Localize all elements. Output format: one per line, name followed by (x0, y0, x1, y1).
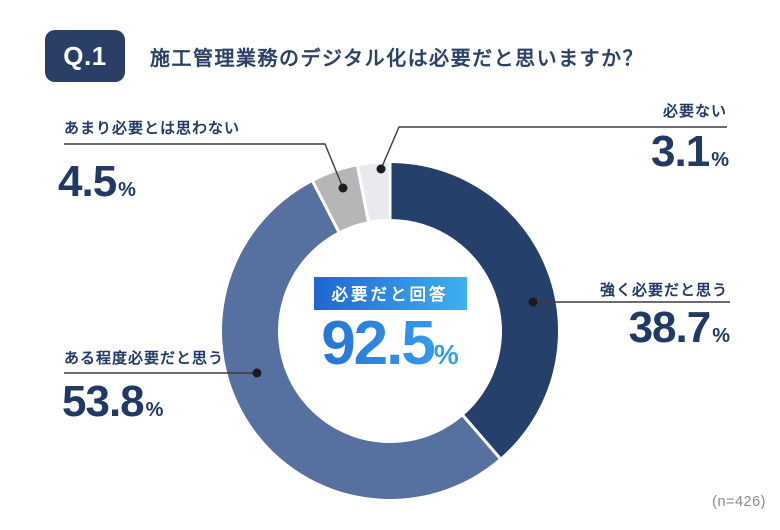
question-number-badge: Q.1 (45, 30, 125, 82)
question-title: 施工管理業務のデジタル化は必要だと思いますか？ (150, 47, 645, 70)
donut-segment-1 (222, 181, 500, 499)
donut-center-annotation: 必要だと回答 92.5% (280, 277, 500, 375)
callout-percent-not-really-needed: 4.5% (58, 160, 136, 204)
donut-segment-0 (390, 163, 559, 459)
callout-label-strongly-needed: 強く必要だと思う (599, 282, 728, 299)
callout-percent-strongly-needed: 38.7% (629, 306, 730, 350)
leader-line-not-really-needed (64, 143, 344, 189)
callout-percent-not-needed: 3.1% (651, 130, 729, 174)
sample-size-note: (n=426) (712, 494, 766, 510)
somewhat-needed-unit: % (145, 399, 164, 421)
somewhat-needed-value: 53.8 (62, 377, 145, 426)
leader-dot-not-really-needed (338, 183, 348, 193)
segment-separator-3 (355, 162, 371, 225)
segment-separator-1 (460, 412, 503, 462)
callout-label-not-really-needed: あまり必要とは思わない (64, 120, 241, 137)
leader-dot-somewhat-needed (252, 368, 262, 378)
question-number-label: Q.1 (63, 40, 107, 71)
not-really-needed-value: 4.5 (58, 157, 117, 206)
not-needed-unit: % (711, 149, 729, 171)
answered-needed-value: 92.5 (321, 309, 434, 378)
strongly-needed-value: 38.7 (628, 303, 712, 352)
not-needed-value: 3.1 (651, 127, 710, 176)
not-really-needed-unit: % (118, 179, 136, 201)
callout-label-somewhat-needed: ある程度必要だと思う (64, 350, 225, 367)
answered-needed-unit: % (433, 339, 459, 370)
segment-separator-2 (310, 178, 342, 235)
answered-needed-badge: 必要だと回答 (313, 277, 467, 310)
answered-needed-percent: 92.5% (280, 313, 500, 375)
strongly-needed-unit: % (712, 325, 730, 347)
leader-dot-not-needed (376, 164, 386, 174)
leader-dot-strongly-needed (528, 297, 538, 307)
leader-line-not-needed (380, 126, 727, 170)
callout-percent-somewhat-needed: 53.8% (62, 380, 163, 424)
donut-segment-2 (312, 166, 369, 232)
callout-label-not-needed: 必要ない (662, 103, 727, 120)
